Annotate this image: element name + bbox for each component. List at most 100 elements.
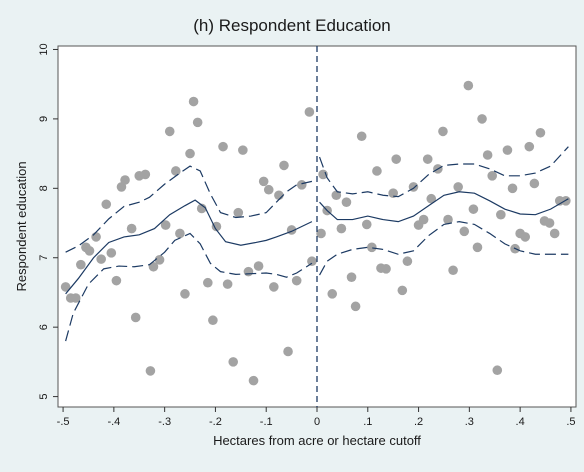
scatter-point [381, 264, 391, 274]
scatter-point [502, 145, 513, 155]
scatter-point [304, 107, 315, 117]
y-tick-label: 5 [38, 394, 50, 400]
y-tick-label: 10 [38, 43, 50, 55]
scatter-point [228, 357, 239, 367]
scatter-point [126, 223, 137, 234]
x-tick-label: .3 [465, 416, 474, 428]
x-tick-label: 0 [314, 416, 320, 428]
scatter-point [296, 180, 307, 190]
scatter-point [453, 182, 463, 192]
scatter-point [397, 285, 408, 296]
scatter-point [120, 175, 130, 185]
scatter-point [274, 190, 284, 201]
scatter-point [211, 221, 222, 232]
scatter-point [391, 154, 402, 164]
confidence-band-line [65, 165, 313, 253]
scatter-point [283, 346, 293, 357]
scatter-point [258, 176, 269, 187]
scatter-point [422, 154, 433, 164]
scatter-point [356, 131, 367, 142]
scatter-point [482, 150, 493, 160]
x-tick-label: .2 [414, 416, 423, 428]
scatter-point [238, 145, 248, 155]
scatter-point [448, 265, 458, 276]
scatter-point [140, 169, 151, 180]
scatter-point [70, 293, 81, 303]
scatter-point [463, 80, 474, 91]
scatter-point [492, 365, 503, 376]
scatter-point [96, 254, 106, 264]
scatter-point [185, 148, 195, 159]
confidence-band-line [318, 146, 569, 198]
scatter-point [192, 117, 203, 128]
scatter-point [91, 232, 101, 242]
scatter-point [468, 204, 479, 214]
scatter-point [367, 242, 377, 253]
scatter-point [418, 214, 429, 225]
scatter-point [535, 127, 546, 138]
y-tick-label: 6 [38, 324, 50, 330]
scatter-point [164, 126, 175, 137]
scatter-point [524, 141, 535, 152]
x-axis-label: Hectares from acre or hectare cutoff [213, 433, 421, 448]
marks-layer [60, 46, 571, 407]
scatter-point [529, 178, 540, 189]
scatter-point [549, 228, 560, 239]
scatter-point [218, 141, 228, 152]
scatter-point [402, 256, 413, 267]
scatter-point [477, 114, 487, 124]
fit-line [65, 199, 313, 295]
scatter-point [145, 366, 156, 376]
chart-title: (h) Respondent Education [193, 16, 391, 35]
y-tick-label: 9 [38, 116, 50, 122]
scatter-point [372, 166, 382, 176]
confidence-band-line [65, 232, 313, 342]
scatter-point [269, 282, 279, 292]
scatter-point [459, 226, 470, 237]
scatter-point [327, 289, 338, 299]
scatter-point [443, 214, 453, 225]
scatter-point [263, 184, 274, 195]
scatter-point [84, 246, 95, 256]
scatter-point [188, 96, 199, 107]
scatter-point [336, 223, 347, 234]
scatter-point [487, 171, 498, 181]
scatter-point [248, 375, 259, 386]
scatter-point [507, 183, 518, 194]
scatter-point [233, 207, 244, 218]
scatter-point [520, 232, 531, 242]
scatter-point [222, 279, 233, 289]
scatter-point [472, 242, 483, 253]
fit-line [319, 191, 569, 223]
scatter-point [154, 255, 165, 265]
x-tick-label: -.3 [158, 416, 171, 428]
x-tick-label: -.2 [209, 416, 222, 428]
scatter-point [160, 220, 171, 230]
scatter-point [203, 277, 213, 288]
scatter-point [180, 289, 190, 299]
y-axis-label: Respondent education [14, 161, 29, 291]
y-tick-label: 8 [38, 185, 50, 191]
scatter-point [106, 248, 117, 258]
scatter-point [291, 275, 302, 286]
scatter-point [544, 218, 555, 228]
scatter-point [130, 312, 141, 323]
scatter-point [341, 197, 352, 207]
scatter-point [331, 190, 342, 201]
x-tick-label: -.1 [260, 416, 273, 428]
scatter-point [307, 256, 317, 267]
scatter-point [361, 219, 372, 230]
scatter-point [350, 301, 361, 312]
x-tick-label: -.4 [107, 416, 120, 428]
scatter-point [346, 272, 357, 282]
scatter-point [208, 315, 218, 326]
y-tick-label: 7 [38, 255, 50, 261]
scatter-point [101, 199, 112, 210]
scatter-point [76, 259, 86, 270]
x-tick-label: .5 [566, 416, 575, 428]
scatter-point [426, 193, 437, 204]
scatter-point [196, 203, 207, 214]
axes-layer: -.5 -.4 -.3 -.2 -.1 0 .1 .2 .3 .4 .5 5 6 7 8 9 10 [38, 43, 576, 428]
